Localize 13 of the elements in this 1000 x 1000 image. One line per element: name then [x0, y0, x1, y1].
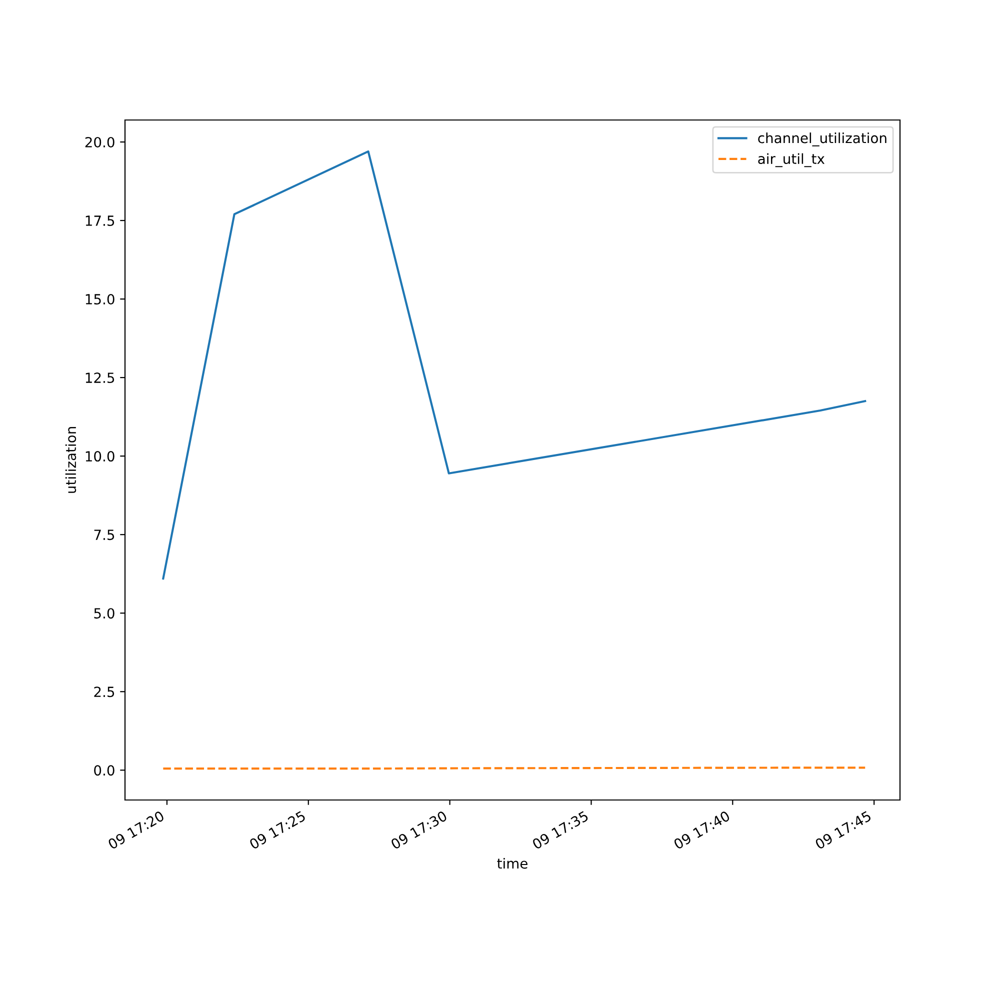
legend-label: air_util_tx: [758, 153, 825, 168]
y-tick-label: 17.5: [86, 216, 114, 226]
x-axis-title: time: [497, 858, 528, 869]
y-tick-label: 20.0: [85, 136, 114, 148]
y-tick-label: 5.0: [94, 608, 114, 619]
y-tick-label: 10.0: [86, 451, 114, 462]
y-tick-label: 2.5: [94, 686, 114, 698]
y-tick-label: 7.5: [94, 530, 114, 540]
y-tick-label: 0.0: [94, 765, 114, 776]
y-tick-label: 12.5: [86, 372, 114, 384]
y-tick-label: 15.0: [86, 294, 114, 305]
legend-label: channel_utilization: [758, 132, 886, 146]
y-axis-title: utilization: [65, 427, 76, 493]
